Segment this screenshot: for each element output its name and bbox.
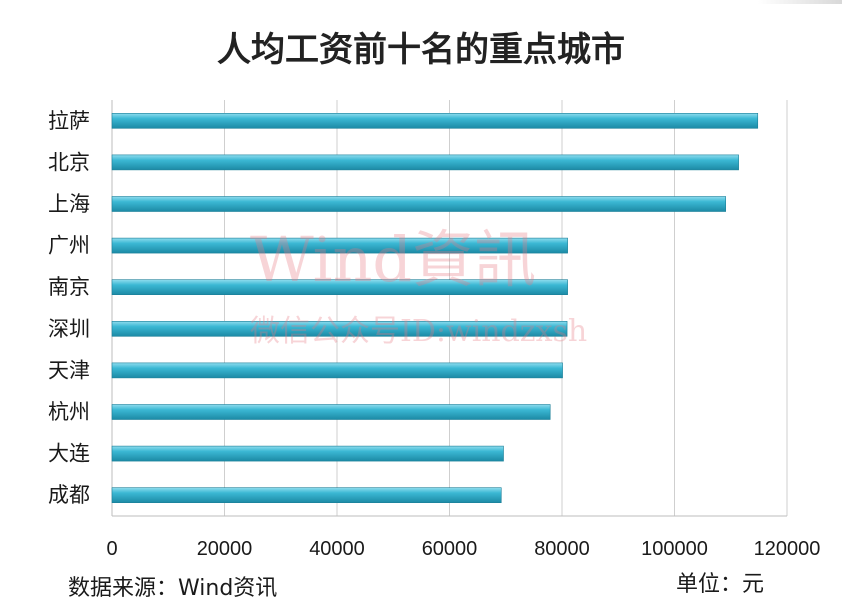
category-label: 上海 [48, 192, 90, 216]
category-label: 广州 [48, 234, 90, 258]
bar [111, 445, 504, 462]
bar [111, 113, 759, 129]
x-tick-label: 100000 [641, 538, 708, 560]
category-label: 北京 [48, 150, 90, 174]
x-tick-label: 80000 [534, 538, 590, 560]
bar [111, 237, 568, 254]
category-label: 深圳 [48, 317, 90, 341]
bar [111, 320, 568, 337]
category-label: 大连 [48, 442, 90, 466]
bar [111, 404, 551, 420]
category-label: 南京 [48, 275, 90, 299]
bar [111, 487, 502, 504]
source-note: 数据来源：Wind资讯 [68, 576, 278, 601]
bar [111, 154, 739, 171]
bar [111, 196, 726, 212]
top-border [0, 0, 842, 4]
x-tick-label: 60000 [422, 538, 478, 560]
category-label: 拉萨 [48, 109, 90, 133]
unit-note: 单位：元 [676, 572, 765, 597]
x-tick-label: 0 [106, 538, 117, 560]
x-tick-label: 20000 [197, 538, 253, 560]
x-tick-label: 40000 [309, 538, 365, 560]
category-label: 杭州 [48, 400, 90, 424]
category-label: 成都 [48, 483, 90, 507]
bar [111, 279, 568, 296]
chart-title: 人均工资前十名的重点城市 [217, 30, 625, 70]
x-tick-label: 120000 [754, 538, 821, 560]
bar [111, 362, 563, 379]
category-label: 天津 [48, 358, 90, 382]
